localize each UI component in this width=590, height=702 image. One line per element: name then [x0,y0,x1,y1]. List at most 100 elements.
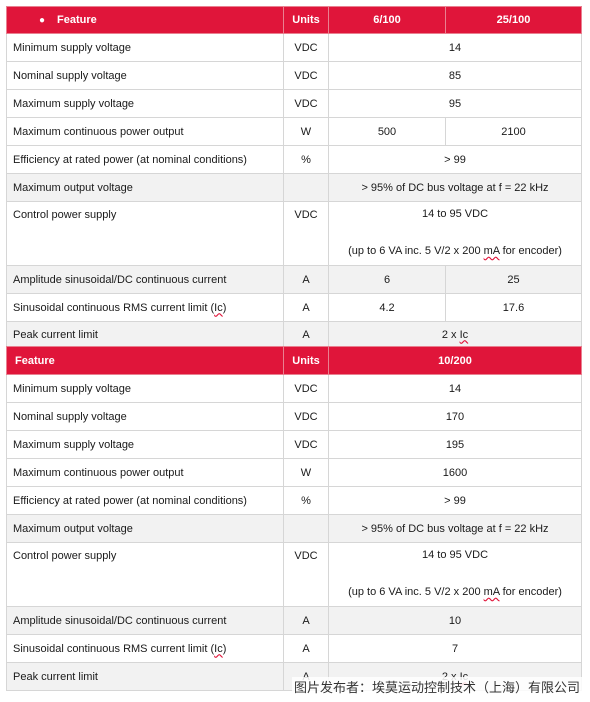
feature-ic: Ic [214,642,223,655]
table-row: Sinusoidal continuous RMS current limit … [6,293,582,322]
row-value: 7 [328,634,582,663]
bullet-icon: ● [38,15,46,26]
control-supply-note: (up to 6 VA inc. 5 V/2 x 200 mA for enco… [329,586,581,598]
row-value: 10 [328,606,582,635]
table-row: Maximum continuous power output W 1600 [6,458,582,487]
table-row: Sinusoidal continuous RMS current limit … [6,634,582,663]
row-value: > 95% of DC bus voltage at f = 22 kHz [328,514,582,543]
row-feature: Maximum output voltage [6,514,284,543]
row-feature: Maximum supply voltage [6,430,284,459]
table-row: Maximum supply voltage VDC 95 [6,89,582,118]
note-ma: mA [483,586,500,598]
value-ic: Ic [459,328,469,341]
table-row: Amplitude sinusoidal/DC continuous curre… [6,265,582,294]
table-row: Control power supply VDC 14 to 95 VDC (u… [6,542,582,607]
row-units: A [283,265,329,294]
row-feature: Minimum supply voltage [6,374,284,403]
value-pre: 2 x [441,328,460,341]
row-units: W [283,458,329,487]
row-units: VDC [283,61,329,90]
row-units: W [283,117,329,146]
row-value-25-100: 2100 [445,117,582,146]
row-units: A [283,606,329,635]
note-post: for encoder) [499,586,562,598]
row-units: VDC [283,89,329,118]
note-post: for encoder) [499,245,562,257]
row-value: 170 [328,402,582,431]
table-header-row: ● Feature Units 6/100 25/100 [6,6,582,34]
header-feature: ● Feature [6,6,284,34]
row-value: > 95% of DC bus voltage at f = 22 kHz [328,173,582,202]
row-value: 95 [328,89,582,118]
row-feature: Peak current limit [6,662,284,691]
table-row: Efficiency at rated power (at nominal co… [6,145,582,174]
row-value: > 99 [328,145,582,174]
table-row: Maximum output voltage > 95% of DC bus v… [6,173,582,202]
header-units: Units [283,346,329,375]
row-feature: Peak current limit [6,321,284,348]
row-feature: Maximum continuous power output [6,117,284,146]
row-units: % [283,486,329,515]
note-ma: mA [483,245,500,257]
row-units: % [283,145,329,174]
row-feature: Minimum supply voltage [6,33,284,62]
row-value-6-100: 500 [328,117,446,146]
table-row: Peak current limit A 2 x Ic [6,321,582,348]
table-header-row: Feature Units 10/200 [6,346,582,375]
table-row: Minimum supply voltage VDC 14 [6,374,582,403]
row-value: 1600 [328,458,582,487]
header-units: Units [283,6,329,34]
row-value: 14 to 95 VDC (up to 6 VA inc. 5 V/2 x 20… [328,542,582,607]
row-value: 195 [328,430,582,459]
control-supply-range: 14 to 95 VDC [421,208,489,220]
row-feature: Amplitude sinusoidal/DC continuous curre… [6,265,284,294]
row-value: 14 [328,33,582,62]
note-pre: (up to 6 VA inc. 5 V/2 x 200 [348,586,484,598]
row-units: A [283,321,329,348]
row-feature: Amplitude sinusoidal/DC continuous curre… [6,606,284,635]
row-value: 14 to 95 VDC (up to 6 VA inc. 5 V/2 x 20… [328,201,582,266]
row-value-25-100: 25 [445,265,582,294]
table-row: Nominal supply voltage VDC 170 [6,402,582,431]
spec-table-2: Feature Units 10/200 Minimum supply volt… [6,346,582,691]
row-feature: Maximum continuous power output [6,458,284,487]
publisher-watermark: 图片发布者：埃莫运动控制技术（上海）有限公司 [291,677,582,696]
table-row: Maximum output voltage > 95% of DC bus v… [6,514,582,543]
control-supply-range: 14 to 95 VDC [421,549,489,561]
row-units: VDC [283,542,329,607]
row-value-6-100: 4.2 [328,293,446,322]
row-value: 2 x Ic [328,321,582,348]
header-col-10-200: 10/200 [328,346,582,375]
row-units [283,514,329,543]
row-value: 85 [328,61,582,90]
control-supply-note: (up to 6 VA inc. 5 V/2 x 200 mA for enco… [329,245,581,257]
row-units: VDC [283,201,329,266]
table-row: Control power supply VDC 14 to 95 VDC (u… [6,201,582,266]
row-value-6-100: 6 [328,265,446,294]
note-pre: (up to 6 VA inc. 5 V/2 x 200 [348,245,484,257]
table-row: Maximum continuous power output W 500 21… [6,117,582,146]
header-feature: Feature [6,346,284,375]
row-units: VDC [283,430,329,459]
row-feature: Control power supply [6,201,284,266]
row-units: A [283,293,329,322]
spec-table-1: ● Feature Units 6/100 25/100 Minimum supp… [6,6,582,348]
table-row: Efficiency at rated power (at nominal co… [6,486,582,515]
value-ic: Ic [460,671,469,683]
row-feature: Sinusoidal continuous RMS current limit … [6,634,284,663]
header-feature-label: Feature [57,14,97,26]
row-units: A [283,634,329,663]
row-feature: Nominal supply voltage [6,402,284,431]
row-feature: Control power supply [6,542,284,607]
row-feature: Sinusoidal continuous RMS current limit … [6,293,284,322]
header-col-25-100: 25/100 [445,6,582,34]
row-value: > 99 [328,486,582,515]
row-units: VDC [283,33,329,62]
feature-pre: Sinusoidal continuous RMS current limit … [13,642,215,655]
row-feature: Efficiency at rated power (at nominal co… [6,486,284,515]
table-row: Nominal supply voltage VDC 85 [6,61,582,90]
feature-post: ) [222,301,227,314]
row-feature: Maximum supply voltage [6,89,284,118]
row-value: 14 [328,374,582,403]
row-units: VDC [283,374,329,403]
